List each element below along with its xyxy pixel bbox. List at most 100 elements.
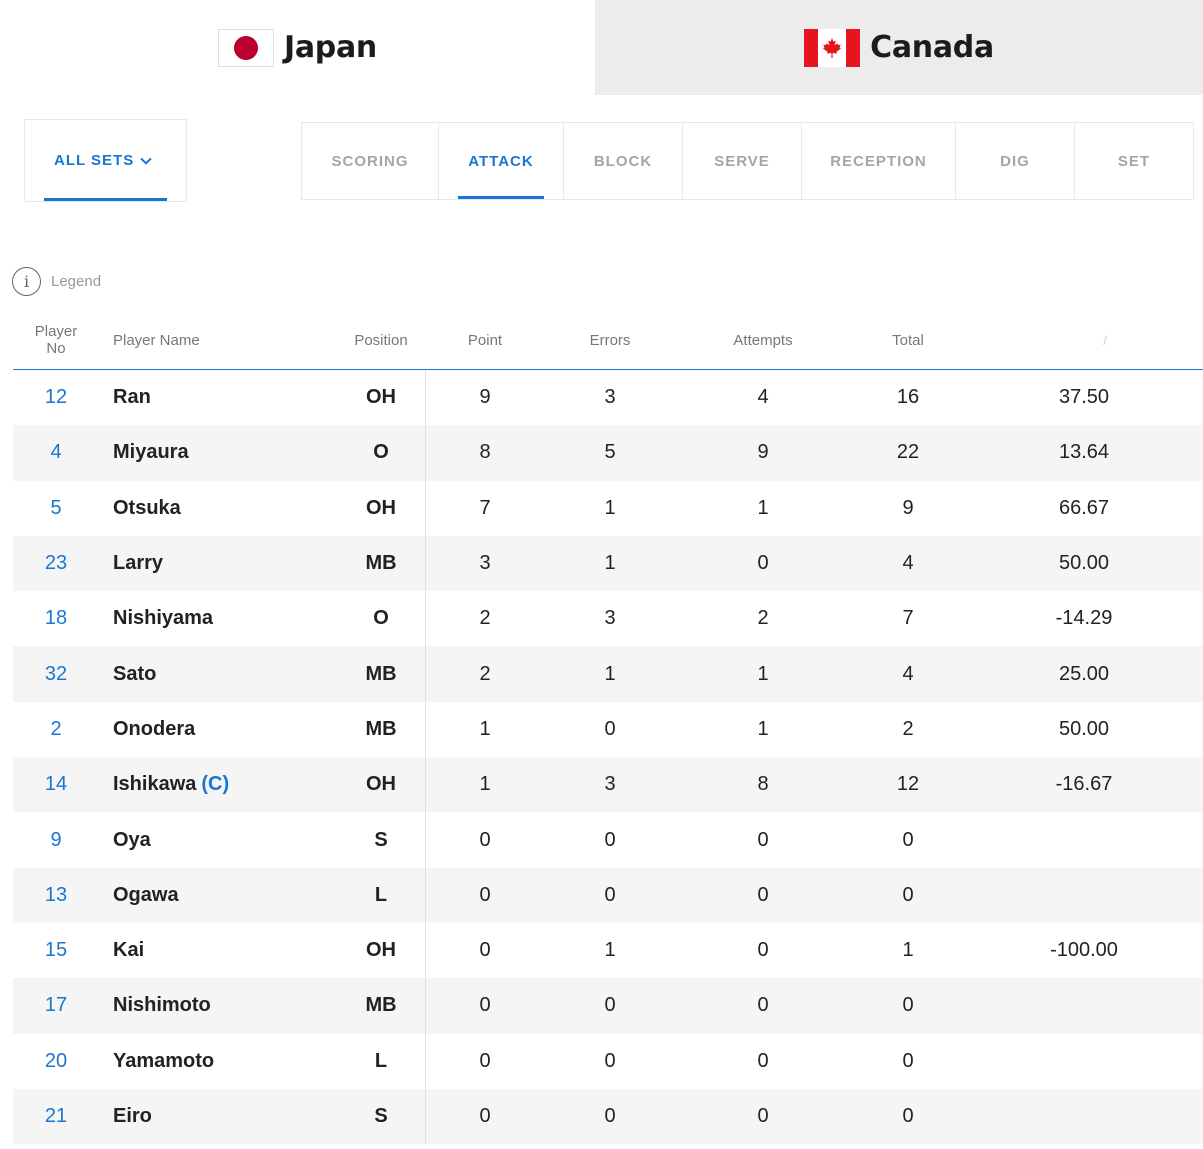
attack-errors: 3: [604, 386, 616, 409]
team-tab-canada[interactable]: Canada: [595, 0, 1203, 95]
player-number-link[interactable]: 15: [44, 939, 68, 962]
player-number-link[interactable]: 4: [50, 441, 62, 464]
player-name-link[interactable]: Miyaura: [113, 425, 343, 480]
player-name-link[interactable]: Ogawa: [113, 868, 343, 923]
header-player-no[interactable]: Player No: [13, 310, 99, 370]
attack-attempts: 9: [757, 441, 769, 464]
player-name-link[interactable]: Ishikawa (C): [113, 757, 343, 812]
player-position: MB: [365, 994, 397, 1017]
team-tab-japan[interactable]: Japan: [0, 0, 595, 95]
attack-total: 0: [902, 883, 914, 906]
attack-attempts: 0: [757, 994, 769, 1017]
attack-errors: 0: [604, 1049, 616, 1072]
player-position: L: [374, 1049, 388, 1072]
team-selector: Japan Canada: [0, 0, 1203, 95]
player-name-link[interactable]: Eiro: [113, 1089, 343, 1144]
player-name: Sato: [113, 662, 157, 685]
attack-efficiency: 25.00: [1058, 662, 1110, 685]
tab-attack[interactable]: ATTACK: [439, 123, 564, 199]
header-attempts[interactable]: Attempts: [733, 331, 793, 349]
player-name: Ishikawa: [113, 773, 197, 796]
player-name-link[interactable]: Kai: [113, 923, 343, 978]
attack-point: 1: [479, 773, 491, 796]
player-name-link[interactable]: Nishimoto: [113, 978, 343, 1033]
header-errors[interactable]: Errors: [589, 331, 631, 349]
player-number-link[interactable]: 21: [44, 1105, 68, 1127]
captain-badge: (C): [201, 773, 230, 796]
tab-serve[interactable]: SERVE: [683, 123, 802, 199]
player-number-link[interactable]: 32: [44, 662, 68, 685]
attack-total: 4: [902, 662, 914, 685]
chevron-down-icon: [140, 157, 152, 165]
player-name-link[interactable]: Onodera: [113, 702, 343, 757]
header-point[interactable]: Point: [467, 331, 503, 349]
player-name: Ran: [113, 386, 151, 409]
team-name-canada: Canada: [870, 30, 994, 65]
player-position: MB: [365, 552, 397, 575]
player-number-link[interactable]: 20: [44, 1049, 68, 1072]
table-row: 13 Ogawa L 0 0 0 0: [13, 867, 1203, 923]
header-efficiency[interactable]: /: [1103, 332, 1107, 348]
player-number-link[interactable]: 9: [50, 828, 62, 851]
attack-total: 12: [896, 773, 920, 796]
header-total[interactable]: Total: [892, 331, 924, 349]
attack-point: 7: [479, 496, 491, 519]
tab-dig[interactable]: DIG: [956, 123, 1075, 199]
attack-point: 0: [479, 883, 491, 906]
player-name-link[interactable]: Oya: [113, 812, 343, 867]
attack-efficiency: [1014, 1034, 1154, 1089]
player-number-link[interactable]: 23: [44, 552, 68, 575]
attack-stats-table: Player No Player Name Position Point Err…: [13, 310, 1203, 1145]
tab-reception[interactable]: RECEPTION: [802, 123, 956, 199]
header-player-name[interactable]: Player Name: [113, 331, 200, 349]
player-position: S: [374, 828, 388, 851]
attack-total: 0: [902, 1049, 914, 1072]
attack-point: 9: [479, 386, 491, 409]
attack-attempts: 2: [757, 607, 769, 630]
player-name: Nishimoto: [113, 994, 211, 1017]
player-name-link[interactable]: Sato: [113, 646, 343, 701]
header-position[interactable]: Position: [354, 331, 408, 349]
attack-attempts: 0: [757, 1049, 769, 1072]
player-number-link[interactable]: 12: [44, 386, 68, 409]
player-name: Kai: [113, 939, 145, 962]
sets-dropdown[interactable]: ALL SETS: [24, 119, 187, 202]
player-position: S: [374, 1105, 388, 1127]
attack-errors: 5: [604, 441, 616, 464]
attack-attempts: 4: [757, 386, 769, 409]
player-position: MB: [365, 717, 397, 740]
attack-point: 0: [479, 939, 491, 962]
table-header: Player No Player Name Position Point Err…: [13, 310, 1203, 370]
player-number-link[interactable]: 5: [50, 496, 62, 519]
tab-set[interactable]: SET: [1117, 152, 1151, 170]
player-name-link[interactable]: Nishiyama: [113, 591, 343, 646]
player-name-link[interactable]: Yamamoto: [113, 1034, 343, 1089]
attack-attempts: 1: [757, 662, 769, 685]
player-position: O: [373, 441, 389, 464]
player-name-link[interactable]: Otsuka: [113, 481, 343, 536]
attack-efficiency: [1014, 812, 1154, 867]
attack-total: 0: [902, 1105, 914, 1127]
attack-errors: 1: [604, 552, 616, 575]
player-name: Otsuka: [113, 496, 181, 519]
legend-button[interactable]: i Legend: [12, 267, 101, 296]
table-row: 15 Kai OH 0 1 0 1 -100.00: [13, 923, 1203, 978]
player-number-link[interactable]: 14: [44, 773, 68, 796]
player-number-link[interactable]: 17: [44, 994, 68, 1017]
attack-total: 4: [902, 552, 914, 575]
player-number-link[interactable]: 18: [44, 607, 68, 630]
player-number-link[interactable]: 2: [50, 717, 62, 740]
tab-scoring[interactable]: SCORING: [302, 123, 439, 199]
player-name: Onodera: [113, 717, 196, 740]
player-name-link[interactable]: Larry: [113, 536, 343, 591]
tab-block[interactable]: BLOCK: [564, 123, 683, 199]
attack-total: 9: [902, 496, 914, 519]
attack-point: 3: [479, 552, 491, 575]
team-name-japan: Japan: [284, 30, 377, 65]
attack-efficiency: 50.00: [1058, 717, 1110, 740]
japan-flag-icon: [218, 28, 274, 67]
attack-attempts: 0: [757, 939, 769, 962]
player-name-link[interactable]: Ran: [113, 370, 343, 425]
player-number-link[interactable]: 13: [44, 883, 68, 906]
column-divider: [425, 370, 426, 1144]
